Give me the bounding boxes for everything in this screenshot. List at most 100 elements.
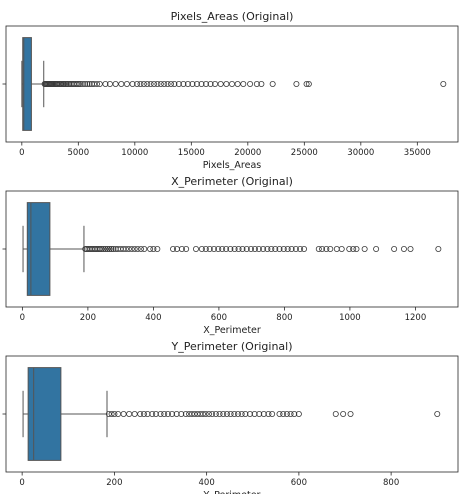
outlier-point [115, 410, 122, 417]
outlier-point [228, 81, 235, 88]
chart-y-perimeter: Y_Perimeter (Original) 0 200 400 600 800 Y_Per… [2, 340, 459, 494]
outlier-point [157, 81, 164, 88]
outlier-point [247, 81, 254, 88]
outlier-point [164, 410, 171, 417]
outlier-point [280, 410, 287, 417]
x-tick-label: 800 [383, 478, 399, 488]
outlier-point [183, 245, 190, 252]
outlier-point [246, 410, 253, 417]
outlier-point [106, 81, 113, 88]
outlier-point [175, 81, 182, 88]
outlier-point [295, 410, 302, 417]
outlier-point [227, 245, 234, 252]
x-tick-label: 200 [106, 478, 122, 488]
outlier-point [144, 81, 151, 88]
outlier-point [91, 81, 98, 88]
outlier-point [215, 245, 222, 252]
outlier-point [202, 410, 209, 417]
outlier-point [268, 245, 275, 252]
outlier-point [291, 410, 298, 417]
outlier-point [154, 245, 161, 252]
outlier-point [223, 81, 230, 88]
outlier-point [276, 410, 283, 417]
x-tick-label: 600 [291, 478, 307, 488]
outlier-point [152, 410, 159, 417]
outlier-point [265, 410, 272, 417]
outlier-point [223, 245, 230, 252]
outlier-point [269, 81, 276, 88]
outlier-point [288, 245, 295, 252]
outlier-point [104, 245, 111, 252]
chart-x-perimeter: X_Perimeter (Original) 0 200 400 600 800 1000 1… [2, 175, 459, 336]
outlier-point [301, 245, 308, 252]
outlier-point [253, 81, 260, 88]
outlier-point [206, 245, 213, 252]
outlier-point [77, 81, 84, 88]
outlier-point [74, 81, 81, 88]
outlier-point [260, 410, 267, 417]
outlier-point [353, 245, 360, 252]
outlier-point [173, 410, 180, 417]
x-tick-label: 10000 [121, 148, 148, 158]
outlier-point [240, 81, 247, 88]
outlier-point [264, 245, 271, 252]
outlier-point [255, 245, 262, 252]
outlier-point [212, 410, 219, 417]
outlier-point [238, 410, 245, 417]
outlier-point [96, 81, 103, 88]
outlier-point [231, 245, 238, 252]
x-tick-label: 35000 [404, 148, 431, 158]
outlier-point [239, 245, 246, 252]
chart-pixels-areas: Pixels_Areas (Original) 0 5000 10000 15000 20… [2, 10, 459, 171]
x-axis-label: Pixels_Areas [203, 160, 262, 171]
iqr-box [27, 367, 62, 461]
outlier-point [149, 410, 156, 417]
outlier-point [106, 245, 113, 252]
outlier-point [122, 245, 129, 252]
outlier-point [284, 245, 291, 252]
outlier-point [260, 245, 267, 252]
outlier-point [340, 410, 347, 417]
outlier-point [66, 81, 73, 88]
outlier-point [86, 81, 93, 88]
outlier-point [84, 81, 91, 88]
outlier-point [102, 245, 109, 252]
x-tick-label: 400 [145, 313, 161, 323]
outlier-point [151, 81, 158, 88]
x-tick-label: 30000 [347, 148, 374, 158]
outlier-point [131, 410, 138, 417]
outlier-point [199, 410, 206, 417]
outlier-point [251, 245, 258, 252]
outlier-point [164, 81, 171, 88]
outlier-point [234, 410, 241, 417]
outlier-point [189, 81, 196, 88]
outlier-point [182, 410, 189, 417]
outlier-point [220, 410, 227, 417]
outlier-point [137, 410, 144, 417]
x-tick-label: 0 [20, 313, 25, 323]
outlier-point [350, 245, 357, 252]
outlier-point [123, 81, 130, 88]
outlier-point [210, 245, 217, 252]
iqr-box [26, 202, 51, 296]
outlier-point [327, 245, 334, 252]
outlier-point [111, 410, 118, 417]
outlier-point [293, 81, 300, 88]
outlier-point [435, 245, 442, 252]
outlier-point [102, 81, 109, 88]
outlier-point [407, 245, 414, 252]
outlier-point [150, 245, 157, 252]
outlier-point [169, 410, 176, 417]
outlier-point [134, 81, 141, 88]
outlier-point [198, 245, 205, 252]
outlier-point [234, 81, 241, 88]
outlier-point [338, 245, 345, 252]
outlier-point [256, 410, 263, 417]
outlier-point [82, 81, 89, 88]
outlier-point [303, 81, 310, 88]
outlier-point [147, 81, 154, 88]
outlier-point [251, 410, 258, 417]
outlier-point [400, 245, 407, 252]
outlier-point [280, 245, 287, 252]
iqr-box [22, 37, 32, 131]
